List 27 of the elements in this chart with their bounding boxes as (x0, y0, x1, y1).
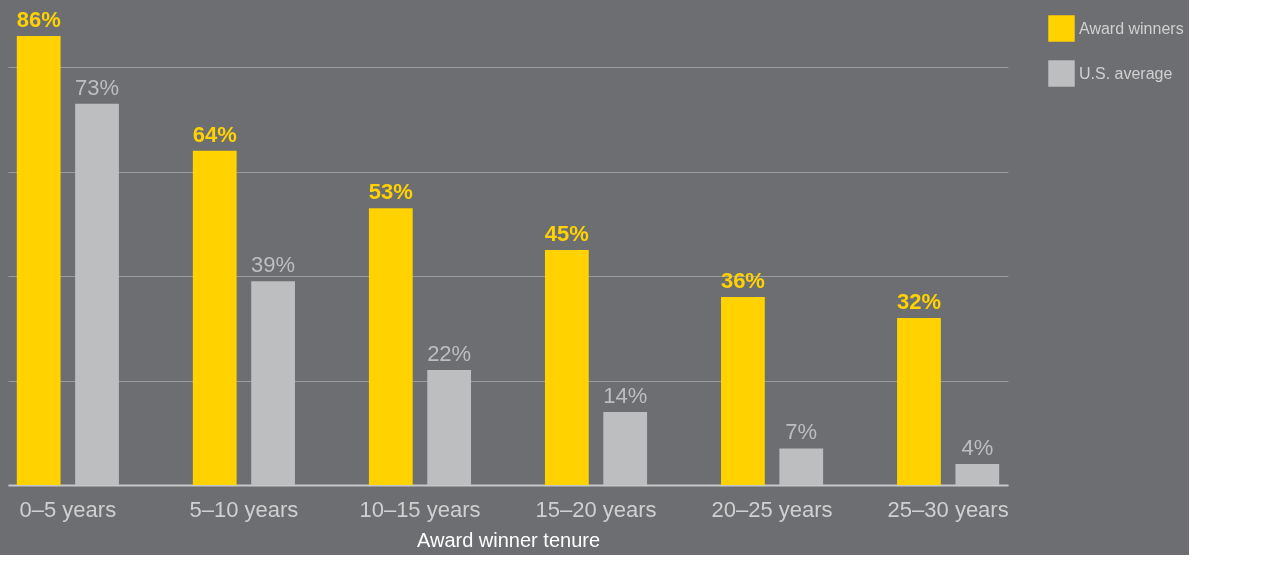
x-tick-label: 20–25 years (711, 496, 833, 522)
bar (192, 150, 237, 485)
bar (721, 297, 765, 485)
data-label: 39% (251, 252, 296, 278)
x-tick-label: 0–5 years (19, 496, 117, 522)
bar (544, 250, 589, 485)
bar (897, 317, 941, 485)
x-axis-title: Award winner tenure (416, 528, 601, 551)
data-label: 14% (603, 382, 648, 408)
bar (368, 208, 413, 485)
x-tick-label: 10–15 years (359, 496, 481, 522)
x-tick-label: 15–20 years (535, 496, 657, 522)
data-label: 64% (192, 121, 237, 147)
data-label: 86% (16, 6, 61, 32)
data-label: 22% (427, 341, 472, 367)
bar (16, 35, 61, 485)
x-tick-label: 5–10 years (189, 496, 299, 522)
data-label: 32% (896, 288, 941, 314)
data-label: 53% (368, 179, 413, 205)
data-label: 36% (720, 268, 765, 293)
data-label: 73% (75, 74, 120, 100)
legend-label: Award winners (1079, 19, 1184, 37)
legend-label: U.S. average (1079, 64, 1173, 82)
data-label: 45% (544, 221, 589, 246)
x-tick-label: 25–30 years (887, 496, 1009, 522)
data-label: 7% (785, 419, 818, 445)
data-label: 4% (961, 435, 994, 461)
